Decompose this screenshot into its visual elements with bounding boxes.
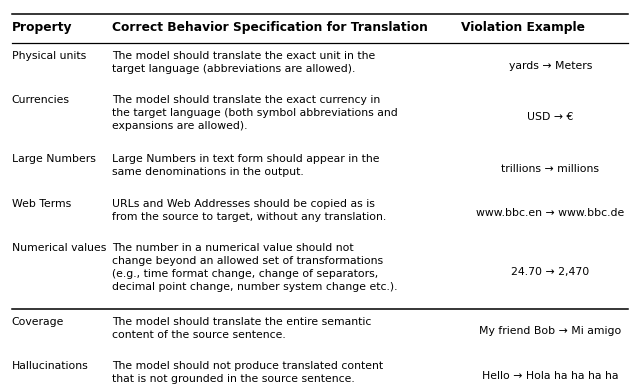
Text: trillions → millions: trillions → millions <box>501 164 600 174</box>
Text: Large Numbers in text form should appear in the
same denominations in the output: Large Numbers in text form should appear… <box>112 154 380 177</box>
Text: Physical units: Physical units <box>12 51 86 61</box>
Text: www.bbc.en → www.bbc.de: www.bbc.en → www.bbc.de <box>476 208 625 218</box>
Text: URLs and Web Addresses should be copied as is
from the source to target, without: URLs and Web Addresses should be copied … <box>112 199 387 222</box>
Text: Property: Property <box>12 21 72 34</box>
Text: Coverage: Coverage <box>12 317 64 327</box>
Text: Hallucinations: Hallucinations <box>12 361 88 371</box>
Text: Currencies: Currencies <box>12 95 70 105</box>
Text: My friend Bob → Mi amigo: My friend Bob → Mi amigo <box>479 327 621 337</box>
Text: Numerical values: Numerical values <box>12 243 106 253</box>
Text: 24.70 → 2,470: 24.70 → 2,470 <box>511 267 589 278</box>
Text: USD → €: USD → € <box>527 112 573 122</box>
Text: The model should translate the exact unit in the
target language (abbreviations : The model should translate the exact uni… <box>112 51 375 74</box>
Text: The number in a numerical value should not
change beyond an allowed set of trans: The number in a numerical value should n… <box>112 243 397 291</box>
Text: The model should not produce translated content
that is not grounded in the sour: The model should not produce translated … <box>112 361 383 384</box>
Text: Hello → Hola ha ha ha ha: Hello → Hola ha ha ha ha <box>482 371 619 381</box>
Text: The model should translate the entire semantic
content of the source sentence.: The model should translate the entire se… <box>112 317 371 340</box>
Text: The model should translate the exact currency in
the target language (both symbo: The model should translate the exact cur… <box>112 95 397 131</box>
Text: Violation Example: Violation Example <box>461 21 585 34</box>
Text: Large Numbers: Large Numbers <box>12 154 95 164</box>
Text: Web Terms: Web Terms <box>12 199 71 209</box>
Text: yards → Meters: yards → Meters <box>509 61 592 71</box>
Text: Correct Behavior Specification for Translation: Correct Behavior Specification for Trans… <box>112 21 428 34</box>
